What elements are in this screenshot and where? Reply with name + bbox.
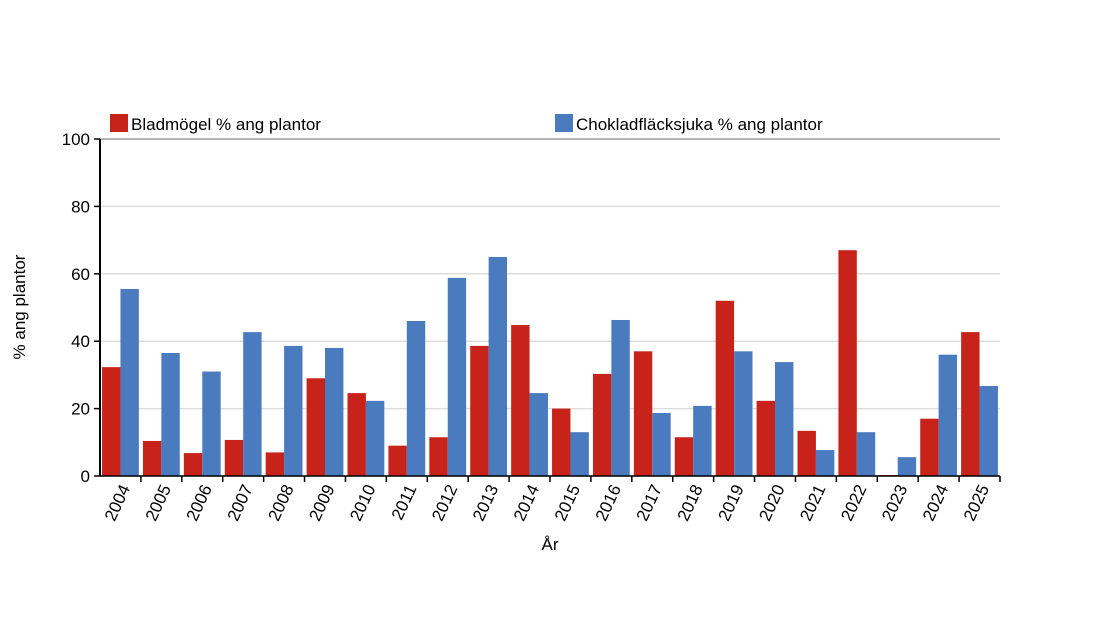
bar: [142, 440, 162, 476]
x-tick-label: 2020: [755, 482, 788, 524]
y-axis-title: % ang plantor: [10, 254, 29, 359]
bar: [815, 450, 835, 476]
bar: [775, 362, 794, 476]
bar: [611, 319, 630, 476]
x-tick-label: 2022: [837, 482, 870, 524]
y-tick-label: 40: [71, 332, 90, 351]
y-tick-label: 60: [71, 265, 90, 284]
bar: [674, 437, 694, 476]
x-tick-label: 2019: [715, 482, 748, 524]
bar: [447, 277, 467, 476]
bar: [592, 373, 612, 476]
bar: [897, 457, 917, 476]
x-tick-label: 2016: [592, 482, 625, 524]
bar: [938, 354, 958, 476]
x-tick-label: 2018: [674, 482, 707, 524]
bar: [511, 325, 530, 476]
bar: [406, 320, 426, 476]
x-tick-label: 2014: [510, 482, 543, 524]
bar: [429, 437, 448, 476]
y-tick-label: 100: [62, 130, 90, 149]
bar: [388, 445, 407, 476]
bar: [202, 371, 221, 476]
x-tick-label: 2015: [551, 482, 584, 524]
bar: [979, 386, 998, 476]
bar: [325, 347, 344, 476]
bar: [570, 432, 589, 476]
y-tick-label: 0: [81, 467, 90, 486]
x-tick-label: 2011: [388, 482, 421, 523]
bar: [161, 352, 180, 476]
x-tick-label: 2007: [224, 482, 257, 524]
bar: [838, 250, 857, 476]
x-tick-label: 2013: [469, 482, 502, 524]
bar: [265, 452, 285, 476]
x-tick-label: 2005: [142, 482, 175, 524]
bar: [856, 432, 876, 476]
bar: [797, 430, 816, 476]
x-tick-label: 2010: [346, 482, 379, 524]
bar: [652, 412, 671, 476]
bar: [365, 400, 385, 476]
bar: [552, 408, 571, 476]
x-tick-label: 2021: [796, 482, 829, 524]
bar: [488, 256, 508, 476]
x-tick-label: 2006: [183, 482, 216, 524]
bar: [470, 345, 489, 476]
bar: [243, 332, 262, 476]
bar: [633, 351, 653, 476]
bar: [120, 288, 139, 476]
bar: [756, 400, 775, 476]
y-tick-label: 80: [71, 197, 90, 216]
bar: [306, 378, 325, 476]
bar: [224, 439, 244, 476]
bar: [715, 300, 735, 476]
x-tick-label: 2025: [960, 482, 993, 524]
x-tick-label: 2008: [265, 482, 298, 524]
bar: [920, 418, 939, 476]
x-tick-label: 2012: [428, 482, 461, 524]
legend-label: Chokladfläcksjuka % ang plantor: [576, 115, 823, 134]
x-tick-label: 2009: [305, 482, 338, 524]
x-tick-label: 2023: [878, 482, 911, 524]
bar: [284, 345, 303, 476]
legend-swatch: [110, 114, 128, 132]
bar: [347, 393, 366, 476]
y-tick-label: 20: [71, 400, 90, 419]
legend-swatch: [555, 114, 573, 132]
bar: [961, 332, 980, 476]
bar: [693, 405, 712, 476]
x-tick-label: 2017: [633, 482, 666, 524]
bar: [102, 367, 121, 476]
x-axis-title: År: [542, 535, 559, 554]
x-tick-label: 2004: [101, 482, 134, 524]
bar: [734, 351, 753, 476]
x-tick-label: 2024: [919, 482, 952, 524]
legend-label: Bladmögel % ang plantor: [131, 115, 321, 134]
bar: [183, 453, 203, 476]
bar: [529, 393, 548, 476]
